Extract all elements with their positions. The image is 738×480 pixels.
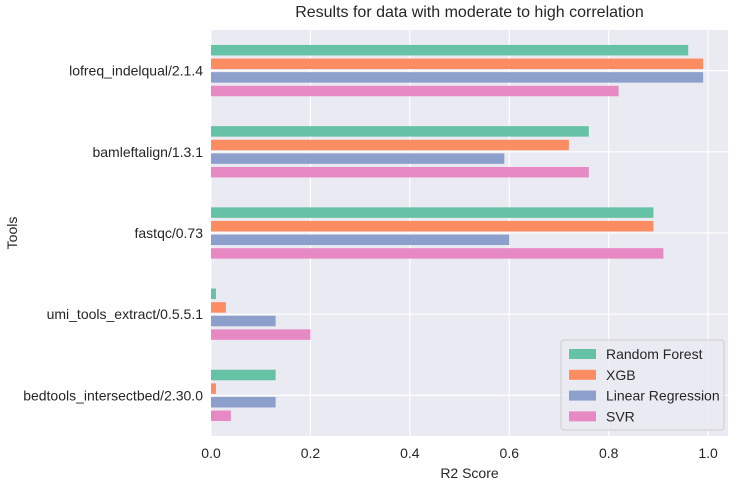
x-axis-label: R2 Score <box>440 465 499 480</box>
y-tick-label: lofreq_indelqual/2.1.4 <box>69 63 203 79</box>
bar-xgb <box>211 220 654 232</box>
legend-swatch <box>569 349 596 359</box>
x-tick-label: 0.4 <box>400 445 420 461</box>
bar-xgb <box>211 383 216 394</box>
x-tick-label: 0.6 <box>500 445 520 461</box>
bar-xgb <box>211 58 704 70</box>
legend-label: SVR <box>606 408 635 424</box>
bar-svr <box>211 166 589 178</box>
y-tick-label: umi_tools_extract/0.5.5.1 <box>47 306 204 322</box>
x-tick-label: 0.8 <box>599 445 619 461</box>
bar-linear-regression <box>211 396 276 408</box>
bar-xgb <box>211 302 226 313</box>
legend: Random Forest XGB Linear Regression SVR <box>560 339 725 431</box>
bar-linear-regression <box>211 72 704 83</box>
x-tick-label: 0.0 <box>201 445 221 461</box>
legend-swatch <box>569 369 596 380</box>
legend-swatch <box>569 390 596 401</box>
legend-label: Random Forest <box>606 346 703 362</box>
bars <box>211 44 704 422</box>
x-tick-label: 1.0 <box>698 445 718 461</box>
bar-random-forest <box>211 207 654 218</box>
y-tick-label: bamleftalign/1.3.1 <box>92 144 203 160</box>
y-axis-label: Tools <box>4 217 20 250</box>
bar-random-forest <box>211 288 216 300</box>
legend-label: XGB <box>606 367 636 383</box>
y-tick-labels: lofreq_indelqual/2.1.4 bamleftalign/1.3.1… <box>23 63 203 404</box>
bar-linear-regression <box>211 234 510 246</box>
legend-swatch <box>569 411 596 422</box>
chart-title: Results for data with moderate to high c… <box>295 4 644 21</box>
bar-svr <box>211 85 619 97</box>
bar-svr <box>211 329 311 340</box>
bar-random-forest <box>211 369 276 381</box>
legend-frame <box>560 339 725 431</box>
bar-random-forest <box>211 126 589 137</box>
bar-linear-regression <box>211 315 276 327</box>
bar-svr <box>211 410 231 422</box>
bar-random-forest <box>211 44 689 56</box>
x-tick-labels: 0.0 0.2 0.4 0.6 0.8 1.0 <box>201 445 718 461</box>
y-tick-label: fastqc/0.73 <box>135 225 204 241</box>
bar-xgb <box>211 139 569 151</box>
y-tick-label: bedtools_intersectbed/2.30.0 <box>23 387 203 403</box>
x-tick-label: 0.2 <box>301 445 321 461</box>
bar-svr <box>211 248 664 259</box>
legend-label: Linear Regression <box>606 388 720 404</box>
bar-linear-regression <box>211 153 505 164</box>
